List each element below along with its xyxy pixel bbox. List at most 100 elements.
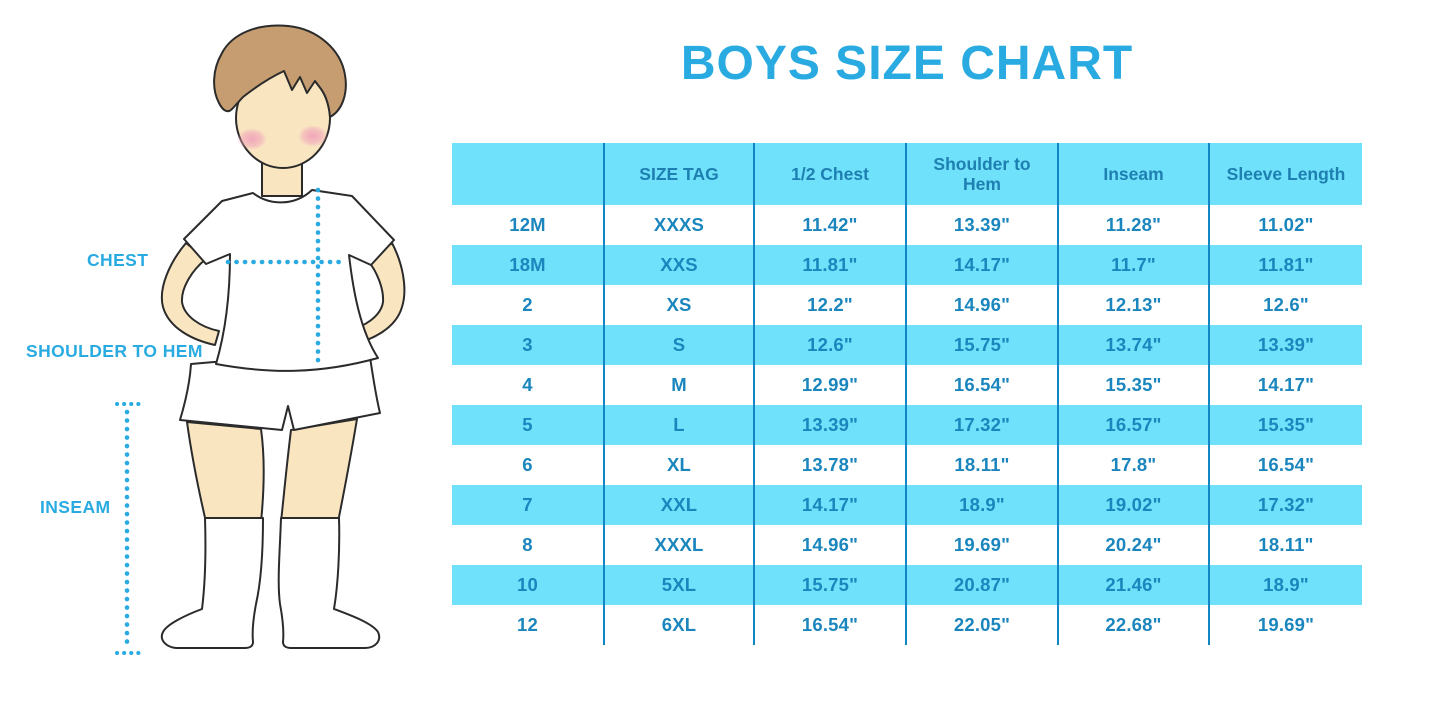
cell-size-tag: XL xyxy=(603,445,753,485)
cell-size-tag: XS xyxy=(603,285,753,325)
cell-sleeve-length: 13.39" xyxy=(1208,325,1362,365)
cell-size: 3 xyxy=(522,334,533,355)
cell-half-chest: 11.42" xyxy=(753,205,905,245)
column-header-inseam: Inseam xyxy=(1057,143,1208,205)
cell-half-chest: 12.99" xyxy=(753,365,905,405)
cell-inseam: 22.68" xyxy=(1057,605,1208,645)
cell-sleeve-length: 17.32" xyxy=(1208,485,1362,525)
cell-inseam: 20.24" xyxy=(1057,525,1208,565)
column-header-blank xyxy=(452,143,603,205)
cell-size: 12M xyxy=(509,214,546,235)
cell-half-chest: 12.2" xyxy=(753,285,905,325)
cell-half-chest: 11.81" xyxy=(753,245,905,285)
cell-size: 7 xyxy=(522,494,533,515)
cell-sleeve-length: 16.54" xyxy=(1208,445,1362,485)
table-header-row: SIZE TAG 1/2 Chest Shoulder to Hem Insea… xyxy=(452,143,1362,205)
column-header-half-chest: 1/2 Chest xyxy=(753,143,905,205)
cell-half-chest: 14.17" xyxy=(753,485,905,525)
cell-half-chest: 13.39" xyxy=(753,405,905,445)
cell-size-tag: XXL xyxy=(603,485,753,525)
cell-shoulder-to-hem: 14.96" xyxy=(905,285,1057,325)
cell-half-chest: 15.75" xyxy=(753,565,905,605)
left-leg xyxy=(186,421,265,523)
cell-inseam: 13.74" xyxy=(1057,325,1208,365)
table-row: 5 L 13.39" 17.32" 16.57" 15.35" xyxy=(452,405,1362,445)
cell-size-tag: 6XL xyxy=(603,605,753,645)
cell-size: 12 xyxy=(517,614,538,635)
shorts xyxy=(179,356,381,431)
cell-size: 18M xyxy=(509,254,546,275)
cell-inseam: 16.57" xyxy=(1057,405,1208,445)
left-blush xyxy=(237,128,267,150)
size-table: SIZE TAG 1/2 Chest Shoulder to Hem Insea… xyxy=(452,143,1362,645)
cell-shoulder-to-hem: 13.39" xyxy=(905,205,1057,245)
cell-inseam: 12.13" xyxy=(1057,285,1208,325)
inseam-label: INSEAM xyxy=(40,497,111,517)
cell-size: 8 xyxy=(522,534,533,555)
cell-inseam: 11.7" xyxy=(1057,245,1208,285)
cell-size: 6 xyxy=(522,454,533,475)
table-row: 18M XXS 11.81" 14.17" 11.7" 11.81" xyxy=(452,245,1362,285)
left-sock xyxy=(160,517,264,649)
left-arm xyxy=(160,242,220,346)
cell-shoulder-to-hem: 16.54" xyxy=(905,365,1057,405)
cell-shoulder-to-hem: 18.11" xyxy=(905,445,1057,485)
cell-shoulder-to-hem: 22.05" xyxy=(905,605,1057,645)
cell-size-tag: S xyxy=(603,325,753,365)
page-title: BOYS SIZE CHART xyxy=(680,37,1134,90)
cell-sleeve-length: 18.11" xyxy=(1208,525,1362,565)
measurement-dotted-lines xyxy=(124,187,348,649)
right-leg xyxy=(280,418,358,523)
cell-shoulder-to-hem: 19.69" xyxy=(905,525,1057,565)
table-row: 4 M 12.99" 16.54" 15.35" 14.17" xyxy=(452,365,1362,405)
chest-label: CHEST xyxy=(87,250,149,270)
table-row: 7 XXL 14.17" 18.9" 19.02" 17.32" xyxy=(452,485,1362,525)
cell-size: 2 xyxy=(522,294,533,315)
right-blush xyxy=(298,125,328,147)
cell-size-tag: M xyxy=(603,365,753,405)
hair xyxy=(213,24,347,118)
column-header-shoulder-to-hem: Shoulder to Hem xyxy=(905,143,1057,205)
cell-sleeve-length: 12.6" xyxy=(1208,285,1362,325)
column-header-sleeve-length: Sleeve Length xyxy=(1208,143,1362,205)
cell-size-tag: XXS xyxy=(603,245,753,285)
cell-half-chest: 12.6" xyxy=(753,325,905,365)
right-sock xyxy=(277,517,381,649)
cell-half-chest: 13.78" xyxy=(753,445,905,485)
cell-inseam: 17.8" xyxy=(1057,445,1208,485)
cell-shoulder-to-hem: 14.17" xyxy=(905,245,1057,285)
table-row: 10 5XL 15.75" 20.87" 21.46" 18.9" xyxy=(452,565,1362,605)
cell-size: 4 xyxy=(522,374,533,395)
cell-sleeve-length: 14.17" xyxy=(1208,365,1362,405)
table-row: 12 6XL 16.54" 22.05" 22.68" 19.69" xyxy=(452,605,1362,645)
cell-size: 10 xyxy=(517,574,538,595)
table-row: 6 XL 13.78" 18.11" 17.8" 16.54" xyxy=(452,445,1362,485)
cell-inseam: 15.35" xyxy=(1057,365,1208,405)
cell-inseam: 21.46" xyxy=(1057,565,1208,605)
cell-size-tag: XXXS xyxy=(603,205,753,245)
cell-half-chest: 16.54" xyxy=(753,605,905,645)
shoulder-to-hem-label: SHOULDER TO HEM xyxy=(26,341,203,361)
cell-half-chest: 14.96" xyxy=(753,525,905,565)
cell-shoulder-to-hem: 18.9" xyxy=(905,485,1057,525)
table-row: 12M XXXS 11.42" 13.39" 11.28" 11.02" xyxy=(452,205,1362,245)
cell-shoulder-to-hem: 20.87" xyxy=(905,565,1057,605)
table-row: 2 XS 12.2" 14.96" 12.13" 12.6" xyxy=(452,285,1362,325)
cell-sleeve-length: 11.02" xyxy=(1208,205,1362,245)
cell-size: 5 xyxy=(522,414,533,435)
boy-illustration xyxy=(115,24,406,655)
table-row: 3 S 12.6" 15.75" 13.74" 13.39" xyxy=(452,325,1362,365)
cell-size-tag: L xyxy=(603,405,753,445)
cell-shoulder-to-hem: 15.75" xyxy=(905,325,1057,365)
cell-sleeve-length: 11.81" xyxy=(1208,245,1362,285)
cell-sleeve-length: 18.9" xyxy=(1208,565,1362,605)
cell-inseam: 19.02" xyxy=(1057,485,1208,525)
cell-inseam: 11.28" xyxy=(1057,205,1208,245)
t-shirt xyxy=(183,189,395,372)
cell-size-tag: XXXL xyxy=(603,525,753,565)
table-row: 8 XXXL 14.96" 19.69" 20.24" 18.11" xyxy=(452,525,1362,565)
cell-shoulder-to-hem: 17.32" xyxy=(905,405,1057,445)
cell-sleeve-length: 19.69" xyxy=(1208,605,1362,645)
cell-size-tag: 5XL xyxy=(603,565,753,605)
